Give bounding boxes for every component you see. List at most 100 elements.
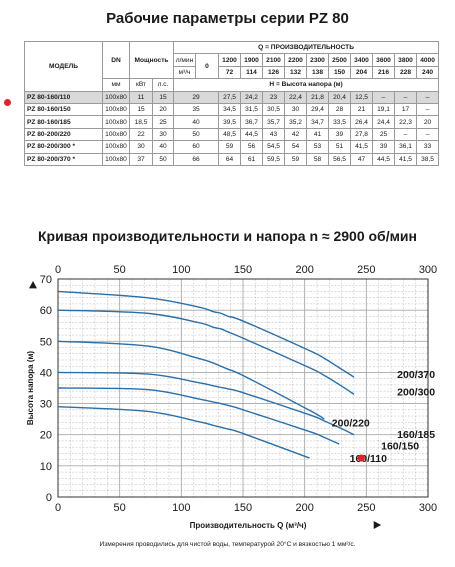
row-h0: 35 <box>173 102 219 117</box>
curve-200-300 <box>57 309 355 395</box>
row-kw: 18,5 <box>129 115 153 129</box>
row-h0: 29 <box>173 90 219 104</box>
row-head-value: 59 <box>218 140 241 154</box>
row-head-value: 59,5 <box>262 152 285 166</box>
selected-curve-marker <box>357 454 365 462</box>
row-head-value: 38,5 <box>415 152 440 166</box>
row-head-value: 58 <box>306 152 329 166</box>
y-tick-label: 40 <box>40 367 52 379</box>
y-tick-label: 50 <box>40 336 52 348</box>
header-lmin-value: 2300 <box>306 53 329 67</box>
row-head-value: 43 <box>262 127 285 142</box>
x-bottom-tick-label: 300 <box>419 502 437 514</box>
y-axis-label: Высота напора (м) <box>26 351 35 425</box>
y-tick-label: 60 <box>40 305 52 317</box>
x-bottom-tick-label: 50 <box>114 502 126 514</box>
row-head-value: 21,8 <box>306 90 329 104</box>
row-h0: 60 <box>173 140 219 154</box>
row-head-value: 41,5 <box>350 140 373 154</box>
header-lmin-value: 3400 <box>350 53 373 67</box>
header-model: МОДЕЛЬ <box>24 41 103 92</box>
header-lmin-value: 3600 <box>372 53 395 67</box>
row-head-value: 20 <box>415 115 440 129</box>
row-head-value: 41 <box>306 127 329 142</box>
header-dn-unit: мм <box>102 78 130 92</box>
header-lmin-value: 4000 <box>415 53 440 67</box>
row-hp: 25 <box>152 115 174 129</box>
header-lmin-value: 1900 <box>240 53 263 67</box>
row-head-value: 64 <box>218 152 241 166</box>
row-head-value: 56 <box>240 140 263 154</box>
row-dn: 100x80 <box>102 102 130 117</box>
x-bottom-tick-label: 100 <box>172 502 190 514</box>
row-model: PZ 80-200/370 * <box>24 152 103 166</box>
row-head-value: – <box>394 90 417 104</box>
row-dn: 100x80 <box>102 90 130 104</box>
header-lmin-value: 3800 <box>394 53 417 67</box>
header-m3h-value: 126 <box>262 65 285 80</box>
header-m3h-value: 138 <box>306 65 329 80</box>
curve-160-150 <box>57 387 340 445</box>
series-label: 200/370 <box>397 369 435 381</box>
row-head-value: 42 <box>284 127 307 142</box>
row-head-value: 24,4 <box>372 115 395 129</box>
row-head-value: 22,3 <box>394 115 417 129</box>
row-head-value: 36,1 <box>394 140 417 154</box>
y-axis-arrow-icon <box>29 281 37 289</box>
row-head-value: 47 <box>350 152 373 166</box>
header-power-kw: кВт <box>129 78 153 92</box>
row-kw: 15 <box>129 102 153 117</box>
row-head-value: 48,5 <box>218 127 241 142</box>
row-hp: 20 <box>152 102 174 117</box>
x-top-tick-label: 150 <box>234 264 252 276</box>
row-hp: 50 <box>152 152 174 166</box>
row-head-value: – <box>394 127 417 142</box>
row-dn: 100x80 <box>102 115 130 129</box>
series-label: 160/110 <box>350 453 388 465</box>
row-head-value: 17 <box>394 102 417 117</box>
row-head-value: 39 <box>328 127 351 142</box>
row-head-value: 30,5 <box>262 102 285 117</box>
header-m3h-value: 72 <box>218 65 241 80</box>
table-row: PZ 80-200/300 * 100x80 30 40 60 59 56 54,5 54 53 5… <box>24 140 440 154</box>
x-top-tick-label: 300 <box>419 264 437 276</box>
row-h0: 40 <box>173 115 219 129</box>
x-top-tick-label: 200 <box>295 264 313 276</box>
row-head-value: – <box>372 90 395 104</box>
row-hp: 40 <box>152 140 174 154</box>
performance-chart: 0 50 100 150 200 250 300 0 50 100 150 200 250 300 0 10 2… <box>26 264 437 530</box>
table-title: Рабочие параметры серии PZ 80 <box>106 10 349 27</box>
row-h0: 50 <box>173 127 219 142</box>
row-head-value: 12,5 <box>350 90 373 104</box>
row-head-value: 19,1 <box>372 102 395 117</box>
header-q-title: Q = ПРОИЗВОДИТЕЛЬНОСТЬ <box>172 40 440 55</box>
header-lmin-value: 2100 <box>262 53 285 67</box>
series-label: 160/185 <box>397 429 435 441</box>
row-head-value: 24,2 <box>240 90 263 104</box>
row-head-value: 35,2 <box>284 115 307 129</box>
row-hp: 30 <box>152 127 174 142</box>
row-kw: 11 <box>129 90 153 104</box>
table-row: PZ 80-160/185 100x80 18,5 25 40 39,5 36,7 35,7 3… <box>24 115 440 129</box>
x-bottom-tick-label: 0 <box>55 502 61 514</box>
y-tick-label: 20 <box>40 430 52 442</box>
selected-row-marker <box>4 99 11 106</box>
row-head-value: 33 <box>415 140 440 154</box>
x-top-tick-label: 0 <box>55 264 61 276</box>
header-unit-m3h: м³/ч <box>173 65 196 80</box>
header-m3h-value: 204 <box>350 65 373 80</box>
row-head-value: 36,7 <box>240 115 263 129</box>
row-head-value: 39 <box>372 140 395 154</box>
row-head-value: 44,5 <box>372 152 395 166</box>
row-head-value: 30 <box>284 102 307 117</box>
row-dn: 100x80 <box>102 140 130 154</box>
row-dn: 100x80 <box>102 152 130 166</box>
row-head-value: – <box>415 90 440 104</box>
curve-200-220 <box>57 340 325 420</box>
row-model: PZ 80-160/110 <box>24 90 103 104</box>
header-q-zero: 0 <box>195 53 219 80</box>
header-m3h-value: 132 <box>284 65 307 80</box>
row-model: PZ 80-200/300 * <box>24 140 103 154</box>
header-m3h-value: 114 <box>240 65 263 80</box>
row-head-value: 56,5 <box>328 152 351 166</box>
